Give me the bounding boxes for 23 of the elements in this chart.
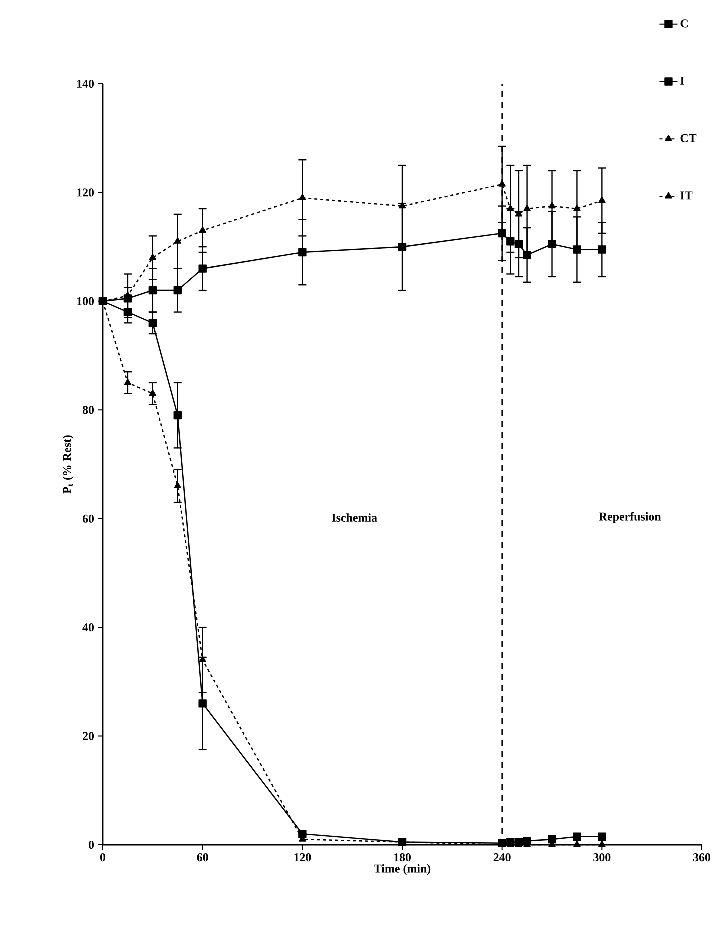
x-tick-label: 0 <box>100 854 106 862</box>
y-tick-label: 100 <box>78 297 94 306</box>
y-tick-label: 0 <box>88 840 94 850</box>
x-tick-label: 240 <box>494 854 511 862</box>
y-tick-label: 80 <box>82 406 94 414</box>
x-axis-title: Time (min) <box>374 864 431 876</box>
x-tick-label: 360 <box>693 854 711 862</box>
y-tick-label: 40 <box>82 624 94 632</box>
legend-label: I <box>680 77 684 85</box>
legend-label: IT <box>680 192 693 200</box>
x-tick-label: 180 <box>394 854 412 862</box>
y-tick-label: 120 <box>78 188 94 197</box>
y-tick-label: 140 <box>78 80 94 88</box>
x-tick-label: 300 <box>594 854 611 862</box>
annotation: Reperfusion <box>599 512 662 524</box>
legend-label: CT <box>680 134 697 142</box>
y-axis-title: P$_{t}$ (% Rest) <box>62 436 74 494</box>
x-tick-label: 120 <box>294 854 312 862</box>
annotation: Ischemia <box>332 514 378 522</box>
x-tick-label: 60 <box>197 854 208 862</box>
y-tick-label: 20 <box>83 732 94 740</box>
legend-label: C <box>680 20 688 28</box>
y-tick-label: 60 <box>82 514 94 523</box>
